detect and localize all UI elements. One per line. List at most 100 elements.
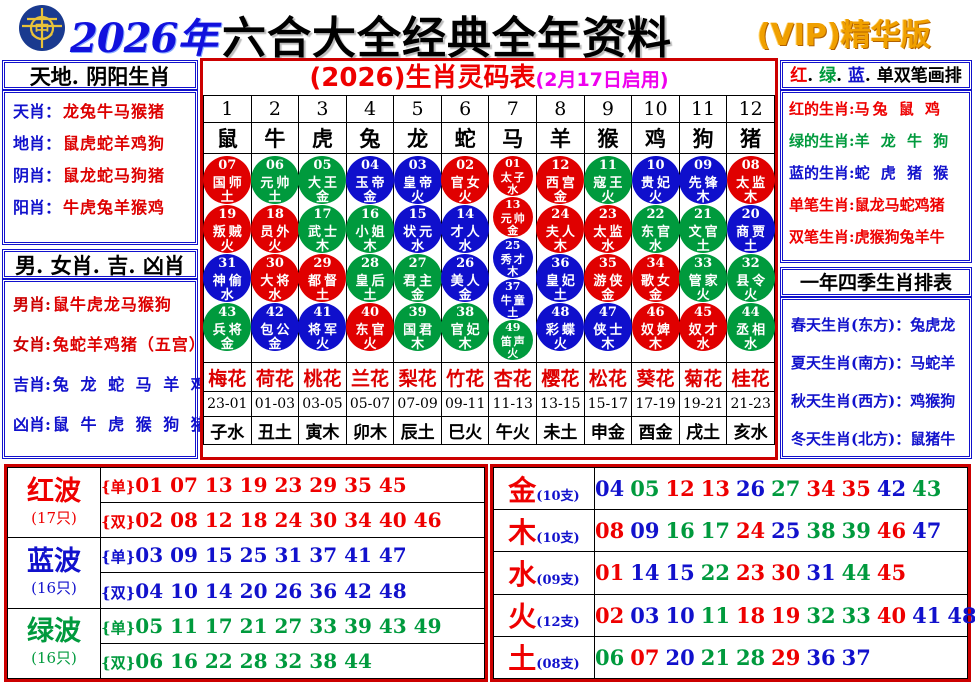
element-number: 10 bbox=[665, 602, 695, 628]
circle-number: 36 bbox=[551, 256, 570, 271]
zodiac-code-circle[interactable]: 29 都督 土 bbox=[298, 254, 347, 303]
zodiac-code-circle[interactable]: 09 先锋 木 bbox=[679, 156, 728, 205]
zodiac-code-circle[interactable]: 27 君主 金 bbox=[393, 254, 442, 303]
zodiac-code-circle[interactable]: 21 文官 土 bbox=[679, 205, 728, 254]
zodiac-code-circle[interactable]: 16 小姐 木 bbox=[346, 205, 395, 254]
circle-title: 大将 bbox=[260, 274, 293, 289]
right-row: 单笔生肖:鼠龙马蛇鸡猪 bbox=[789, 196, 945, 214]
wave-row-odd: 绿波 (16只) {单}05 11 17 21 27 33 39 43 49 bbox=[7, 607, 485, 680]
zodiac-code-circle[interactable]: 43 兵将 金 bbox=[203, 303, 252, 352]
zodiac-name: 马 bbox=[488, 122, 538, 154]
circle-title: 贵妃 bbox=[640, 176, 673, 191]
wave-table: 红波 (17只) {单}01 07 13 19 23 29 35 45 {双}0… bbox=[7, 466, 485, 680]
zodiac-code-circle[interactable]: 22 东官 水 bbox=[631, 205, 680, 254]
zodiac-code-circle[interactable]: 10 贵妃 火 bbox=[631, 156, 680, 205]
column-number: 6 bbox=[440, 95, 490, 123]
element-number: 35 bbox=[841, 476, 871, 502]
zodiac-code-circle[interactable]: 17 武士 木 bbox=[298, 205, 347, 254]
zodiac-row: 鼠牛虎兔龙蛇马羊猴鸡狗猪 bbox=[203, 122, 775, 154]
zodiac-code-circle[interactable]: 32 县令 火 bbox=[726, 254, 775, 303]
zodiac-code-circle[interactable]: 07 国师 土 bbox=[203, 156, 252, 205]
circle-number: 44 bbox=[741, 305, 760, 320]
circle-element: 木 bbox=[411, 337, 425, 352]
circle-element: 金 bbox=[411, 288, 425, 303]
zodiac-code-circle[interactable]: 12 西宫 金 bbox=[536, 156, 585, 205]
circle-title: 歌女 bbox=[640, 274, 673, 289]
zodiac-code-circle[interactable]: 15 状元 水 bbox=[393, 205, 442, 254]
zodiac-code-circle[interactable]: 48 彩蝶 火 bbox=[536, 303, 585, 352]
element-number: 26 bbox=[735, 476, 766, 502]
zodiac-code-circle[interactable]: 06 元帅 土 bbox=[250, 156, 299, 205]
element-number: 16 bbox=[665, 518, 695, 544]
zodiac-code-circle[interactable]: 42 包公 金 bbox=[250, 303, 299, 352]
zodiac-code-circle[interactable]: 14 才人 水 bbox=[441, 205, 490, 254]
zodiac-code-circle[interactable]: 25 秀才 木 bbox=[492, 238, 533, 278]
zodiac-code-circle[interactable]: 34 歌女 金 bbox=[631, 254, 680, 303]
zodiac-code-circle[interactable]: 04 玉帝 金 bbox=[346, 156, 395, 205]
zodiac-code-circle[interactable]: 18 员外 火 bbox=[250, 205, 299, 254]
circle-element: 金 bbox=[268, 337, 282, 352]
zodiac-code-circle[interactable]: 46 奴婢 木 bbox=[631, 303, 680, 352]
circle-element: 土 bbox=[696, 239, 710, 254]
zodiac-code-circle[interactable]: 26 美人 金 bbox=[441, 254, 490, 303]
flower-name: 梨花 bbox=[393, 362, 442, 392]
zodiac-code-circle[interactable]: 49 笛声 火 bbox=[492, 320, 533, 360]
circle-title: 皇帝 bbox=[403, 176, 436, 191]
circle-element: 土 bbox=[315, 288, 329, 303]
wave-even-numbers: {双}02 08 12 18 24 30 34 40 46 bbox=[100, 502, 485, 539]
zodiac-column: 05 大王 金 17 武士 木 29 都督 土 41 将军 火 bbox=[298, 153, 347, 363]
zodiac-code-circle[interactable]: 39 国君 木 bbox=[393, 303, 442, 352]
zodiac-code-circle[interactable]: 45 奴才 水 bbox=[679, 303, 728, 352]
zodiac-code-circle[interactable]: 23 太监 水 bbox=[583, 205, 632, 254]
season-row: 春天生肖(东方)：兔虎龙 bbox=[791, 316, 956, 334]
circle-title: 牛童 bbox=[500, 294, 527, 307]
zodiac-code-circle[interactable]: 41 将军 火 bbox=[298, 303, 347, 352]
zodiac-code-circle[interactable]: 47 侠士 木 bbox=[583, 303, 632, 352]
circle-title: 秀才 bbox=[500, 253, 527, 266]
zodiac-code-circle[interactable]: 20 商贾 土 bbox=[726, 205, 775, 254]
circle-title: 东官 bbox=[640, 225, 673, 240]
circle-element: 土 bbox=[220, 190, 234, 205]
zodiac-code-circle[interactable]: 02 官女 火 bbox=[441, 156, 490, 205]
left-row-key: 地肖 bbox=[13, 134, 46, 153]
zodiac-code-circle[interactable]: 28 皇后 土 bbox=[346, 254, 395, 303]
zodiac-code-circle[interactable]: 03 皇帝 火 bbox=[393, 156, 442, 205]
five-elements-table: 金(10支) 04 05 12 13 26 27 34 35 42 43 木(10支) 08 09 1… bbox=[493, 466, 975, 680]
zodiac-code-circle[interactable]: 01 太子 水 bbox=[492, 156, 533, 196]
flower-name: 桂花 bbox=[726, 362, 775, 392]
zodiac-code-circle[interactable]: 11 寇王 火 bbox=[583, 156, 632, 205]
circle-number: 23 bbox=[598, 207, 617, 222]
zodiac-column: 09 先锋 木 21 文官 土 33 管家 火 45 奴才 水 bbox=[678, 153, 728, 363]
zodiac-code-circle[interactable]: 19 叛贼 火 bbox=[203, 205, 252, 254]
zodiac-code-circle[interactable]: 37 牛童 土 bbox=[492, 279, 533, 319]
page-title: 六合大全经典全年资料 bbox=[222, 13, 672, 64]
zodiac-code-circle[interactable]: 31 神偷 水 bbox=[203, 254, 252, 303]
zodiac-code-circle[interactable]: 36 皇妃 土 bbox=[536, 254, 585, 303]
element-numbers: 08 09 16 17 24 25 38 39 46 47 bbox=[594, 509, 968, 553]
element-number: 23 bbox=[735, 560, 766, 586]
zodiac-code-circle[interactable]: 13 元帅 金 bbox=[492, 197, 533, 237]
zodiac-code-circle[interactable]: 30 大将 水 bbox=[250, 254, 299, 303]
circle-number: 39 bbox=[408, 305, 427, 320]
zodiac-code-circle[interactable]: 44 丞相 水 bbox=[726, 303, 775, 352]
zodiac-code-circle[interactable]: 40 东官 火 bbox=[346, 303, 395, 352]
element-label: 水(09支) bbox=[493, 551, 595, 595]
zodiac-code-circle[interactable]: 33 管家 火 bbox=[679, 254, 728, 303]
season-row: 秋天生肖(西方)：鸡猴狗 bbox=[791, 392, 956, 410]
zodiac-code-circle[interactable]: 35 游侠 金 bbox=[583, 254, 632, 303]
zodiac-code-circle[interactable]: 05 大王 金 bbox=[298, 156, 347, 205]
circle-element: 土 bbox=[744, 239, 758, 254]
time-range: 01-03 bbox=[250, 391, 300, 417]
circle-title: 美人 bbox=[450, 274, 483, 289]
circle-element: 木 bbox=[648, 337, 662, 352]
zodiac-name: 狗 bbox=[678, 122, 728, 154]
column-number: 4 bbox=[345, 95, 395, 123]
circle-number: 24 bbox=[551, 207, 570, 222]
zodiac-code-circle[interactable]: 38 官妃 木 bbox=[441, 303, 490, 352]
zodiac-code-circle[interactable]: 24 夫人 木 bbox=[536, 205, 585, 254]
zodiac-code-circle[interactable]: 08 太监 木 bbox=[726, 156, 775, 205]
circle-title: 东官 bbox=[355, 323, 388, 338]
time-range: 17-19 bbox=[631, 391, 680, 417]
circle-element: 水 bbox=[458, 239, 472, 254]
time-range: 11-13 bbox=[488, 391, 538, 417]
